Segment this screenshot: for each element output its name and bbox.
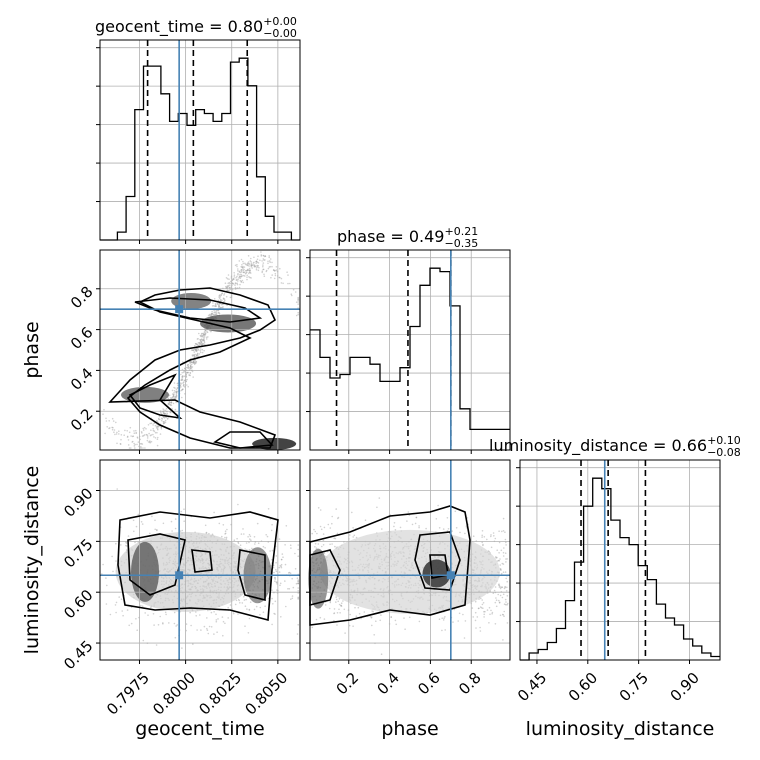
density-core bbox=[422, 559, 451, 588]
truth-marker bbox=[175, 305, 184, 314]
histogram-phase bbox=[310, 267, 510, 431]
x-tick-label-geocent_time: 0.7975 bbox=[103, 669, 153, 719]
x-tick-label-luminosity_distance: 0.90 bbox=[667, 669, 703, 705]
panel-title-phase: phase = 0.49+0.21 −0.35 bbox=[337, 225, 478, 250]
y-tick-label-phase: 0.6 bbox=[67, 323, 97, 353]
y-tick-label-luminosity_distance: 0.90 bbox=[60, 484, 96, 520]
density-layer bbox=[115, 293, 500, 614]
y-tick-label-luminosity_distance: 0.45 bbox=[60, 637, 96, 673]
scatter-phase-vs-geocent_time bbox=[102, 251, 300, 449]
panel-title-geocent_time: geocent_time = 0.80+0.00 −0.00 bbox=[95, 15, 297, 40]
contour-phase-time-inner bbox=[213, 431, 274, 449]
density-core bbox=[171, 293, 212, 310]
truth-marker bbox=[446, 571, 455, 580]
contour-distance-time-inner bbox=[237, 549, 266, 602]
y-tick-label-phase: 0.2 bbox=[67, 405, 97, 435]
contour-distance-phase-outer bbox=[309, 505, 471, 626]
contour-distance-phase-inner bbox=[414, 531, 461, 591]
x-tick-label-phase: 0.4 bbox=[373, 669, 403, 699]
x-tick-label-geocent_time: 0.8000 bbox=[149, 669, 199, 719]
y-axis-label-phase: phase bbox=[21, 321, 43, 378]
panel-frame-geocent_time-geocent_time bbox=[99, 39, 301, 241]
grid-layer bbox=[96, 40, 720, 664]
panel-frame-luminosity_distance-phase bbox=[309, 459, 511, 661]
contour-phase-time-outer bbox=[108, 287, 277, 449]
y-tick-label-luminosity_distance: 0.60 bbox=[60, 586, 96, 622]
x-tick-label-phase: 0.8 bbox=[455, 669, 485, 699]
contour-layer bbox=[108, 287, 471, 626]
x-axis-label-phase: phase bbox=[381, 718, 438, 740]
histogram-luminosity_distance bbox=[520, 477, 720, 661]
x-tick-label-luminosity_distance: 0.45 bbox=[514, 669, 550, 705]
contour-distance-time-outer bbox=[117, 511, 279, 622]
histogram-geocent_time bbox=[100, 57, 301, 241]
x-tick-label-luminosity_distance: 0.60 bbox=[565, 669, 601, 705]
x-tick-label-phase: 0.6 bbox=[414, 669, 444, 699]
panel-frame-luminosity_distance-geocent_time bbox=[99, 459, 301, 661]
x-tick-label-phase: 0.2 bbox=[333, 669, 363, 699]
density-core bbox=[308, 548, 329, 609]
density-distance-phase bbox=[320, 529, 500, 614]
panel-frame-phase-geocent_time bbox=[99, 249, 301, 451]
contour-phase-time-inner bbox=[128, 373, 183, 420]
x-axis-label-geocent_time: geocent_time bbox=[135, 718, 264, 740]
y-tick-label-phase: 0.8 bbox=[67, 283, 97, 313]
quantile-truth-layer bbox=[100, 40, 647, 660]
panel-frame-luminosity_distance-luminosity_distance bbox=[519, 459, 721, 661]
histogram-layer bbox=[100, 57, 720, 661]
density-core bbox=[200, 314, 257, 333]
y-tick-label-phase: 0.4 bbox=[67, 364, 97, 394]
truth-marker bbox=[175, 571, 184, 580]
contour-distance-time-inner bbox=[191, 549, 213, 573]
contour-phase-time-inner bbox=[134, 297, 263, 323]
x-tick-label-luminosity_distance: 0.75 bbox=[616, 669, 652, 705]
x-tick-label-geocent_time: 0.8025 bbox=[195, 669, 245, 719]
y-axis-label-luminosity_distance: luminosity_distance bbox=[21, 466, 43, 655]
density-core bbox=[252, 437, 297, 450]
x-tick-label-geocent_time: 0.8050 bbox=[241, 669, 291, 719]
contour-distance-time-inner bbox=[127, 533, 186, 596]
panel-frame-phase-phase bbox=[309, 249, 511, 451]
panel-title-luminosity_distance: luminosity_distance = 0.66+0.10 −0.08 bbox=[489, 434, 741, 459]
y-tick-label-luminosity_distance: 0.75 bbox=[60, 535, 96, 571]
x-axis-label-luminosity_distance: luminosity_distance bbox=[526, 718, 715, 740]
frame-layer bbox=[99, 39, 721, 661]
